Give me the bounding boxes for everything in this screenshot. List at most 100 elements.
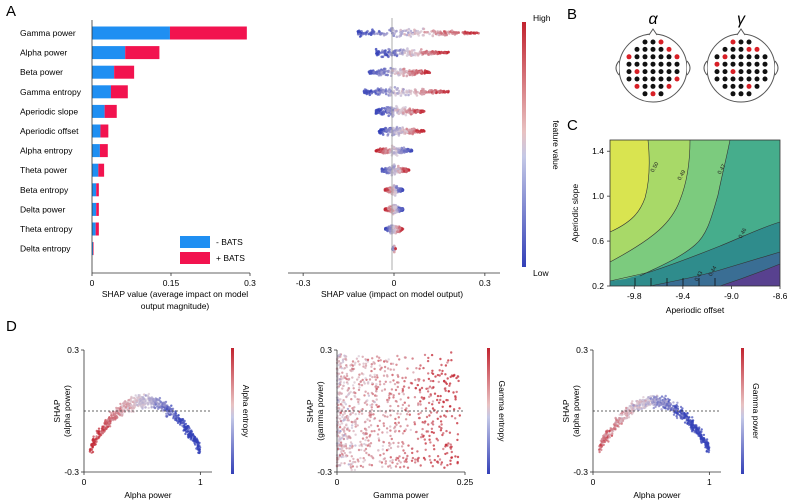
dependence-point	[609, 428, 613, 431]
a2-point	[447, 30, 450, 34]
dependence-point	[430, 427, 434, 430]
dependence-point	[389, 414, 392, 417]
dependence-point	[352, 457, 355, 461]
electrode	[730, 46, 736, 52]
dependence-point	[394, 465, 398, 468]
dependence-point	[357, 355, 360, 358]
dependence-point	[638, 399, 642, 402]
a2-point	[412, 90, 416, 94]
dependence-point	[349, 463, 352, 466]
electrode	[738, 76, 744, 82]
contour-fills	[610, 140, 780, 286]
electrode	[754, 76, 760, 82]
dependence-point	[364, 443, 368, 447]
a1-category-label: Delta entropy	[20, 244, 71, 254]
panel-label-a: A	[6, 3, 16, 20]
dependence-point	[437, 401, 441, 404]
dependence-point	[362, 457, 365, 460]
dependence-point	[433, 458, 436, 462]
dependence-point	[375, 382, 378, 386]
dependence-point	[371, 403, 374, 406]
dependence-point	[416, 450, 419, 453]
contour-level-label: 0.50	[650, 161, 661, 173]
dependence-point	[341, 387, 344, 390]
dependence-point	[401, 440, 404, 444]
dependence-point	[647, 403, 650, 406]
dependence-point	[341, 371, 344, 374]
a1-bar-plus	[99, 144, 108, 158]
dependence-point	[407, 386, 411, 389]
dependence-point	[449, 462, 452, 466]
electrode	[650, 46, 656, 52]
dependence-point	[420, 433, 424, 436]
dependence-point	[372, 413, 375, 416]
dependence-point	[428, 385, 432, 388]
dependence-point	[194, 439, 197, 443]
a2-point	[395, 35, 399, 39]
a2-point	[387, 171, 390, 175]
dependence-point	[439, 398, 442, 402]
d-colorbar	[487, 348, 490, 474]
dependence-point	[164, 405, 167, 408]
dependence-point	[341, 401, 344, 404]
dependence-point	[388, 396, 391, 400]
a2-point	[392, 146, 396, 150]
dependence-point	[454, 455, 457, 458]
dependence-point	[390, 437, 393, 441]
a2-point	[392, 229, 396, 232]
a2-point	[383, 107, 386, 110]
dependence-point	[359, 464, 363, 468]
dependence-point	[347, 387, 350, 390]
dependence-point	[121, 406, 124, 409]
dependence-point	[442, 401, 445, 404]
dependence-point	[123, 408, 126, 411]
a2-point	[395, 154, 399, 157]
dependence-point	[410, 459, 414, 462]
dependence-point	[440, 363, 443, 367]
dependence-point	[361, 355, 364, 358]
electrode-significant	[714, 61, 720, 67]
dependence-point	[663, 396, 666, 399]
dependence-point	[393, 382, 397, 386]
dependence-point	[193, 435, 197, 439]
a2-point	[421, 51, 425, 54]
dependence-point	[387, 358, 390, 361]
dependence-point	[427, 377, 431, 381]
dependence-point	[360, 412, 364, 415]
a2-point	[388, 168, 391, 172]
dependence-point	[398, 358, 401, 361]
d-y-label-line2: (gamma power)	[315, 381, 325, 441]
dependence-point	[383, 370, 387, 373]
a1-bar-minus	[92, 183, 97, 197]
dependence-point	[394, 399, 398, 403]
dependence-point	[98, 434, 101, 438]
dependence-point	[364, 447, 368, 451]
dependence-point	[647, 396, 650, 399]
dependence-point	[700, 428, 703, 431]
dependence-point	[346, 407, 350, 411]
dependence-point	[392, 368, 396, 371]
dependence-point	[370, 413, 373, 416]
dependence-point	[419, 364, 422, 367]
dependence-point	[187, 436, 190, 439]
a2-point	[386, 134, 390, 137]
dependence-point	[354, 413, 357, 416]
dependence-point	[346, 389, 349, 392]
a2-point	[430, 89, 433, 92]
a2-point	[398, 68, 402, 71]
dependence-point	[392, 379, 395, 382]
electrode	[650, 39, 656, 45]
dependence-point	[416, 460, 420, 463]
dependence-point	[357, 400, 360, 404]
dependence-point	[669, 408, 673, 411]
a2-point	[378, 111, 382, 115]
dependence-point	[627, 416, 631, 419]
electrode	[674, 61, 680, 67]
dependence-point	[186, 433, 190, 436]
dependence-point	[351, 465, 355, 468]
dependence-point	[350, 446, 354, 449]
dependence-point	[363, 449, 366, 452]
dependence-point	[342, 384, 345, 387]
c-x-label: Aperiodic offset	[666, 305, 725, 315]
dependence-point	[439, 463, 443, 466]
